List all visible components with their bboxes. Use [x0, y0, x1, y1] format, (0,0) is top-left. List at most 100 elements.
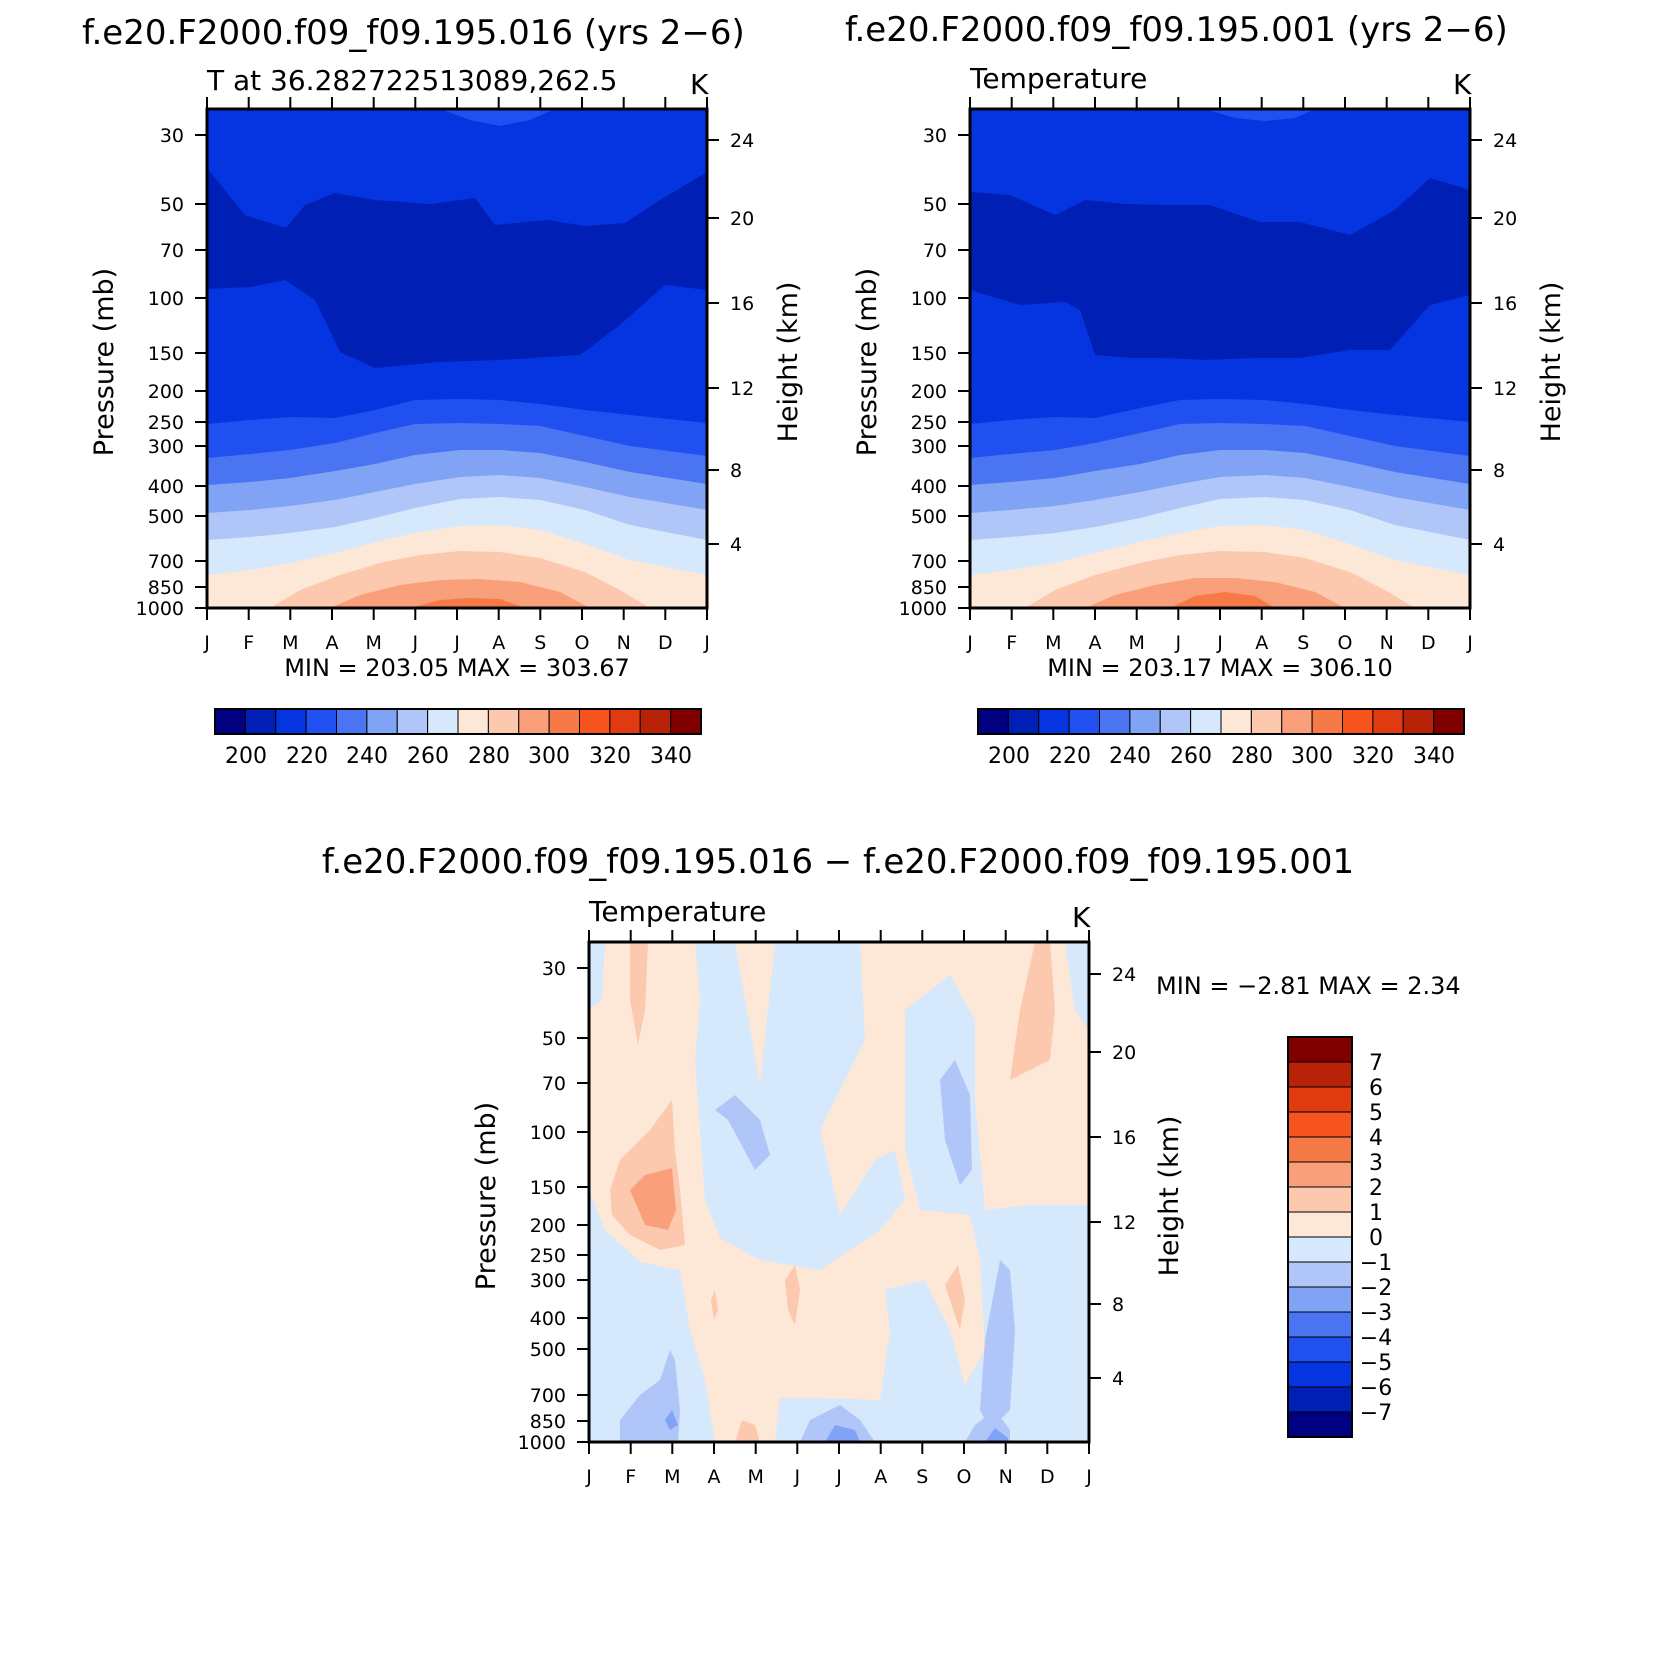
panel-2-xtick-label: D: [1421, 632, 1436, 654]
panel-3-colorbar-label: 5: [1369, 1101, 1383, 1126]
colorbar-cell: [427, 708, 459, 735]
colorbar-cell: [1007, 708, 1040, 735]
panel-3-xtick-label: A: [874, 1466, 887, 1488]
panel-1-ytick-label: 150: [148, 343, 184, 365]
panel-3-colorbar-label: 6: [1369, 1076, 1383, 1101]
colorbar-cell: [1287, 1136, 1353, 1163]
colorbar-cell: [1287, 1161, 1353, 1188]
panel-3-xtick-label: S: [916, 1466, 928, 1488]
panel-2-y2tick-label: 16: [1493, 293, 1517, 315]
panel-1-band-190: [440, 109, 555, 126]
colorbar-cell: [1190, 708, 1222, 735]
panel-3-xtick-label: N: [999, 1466, 1013, 1488]
colorbar-cell: [1068, 708, 1100, 735]
panel-3-neg2-region-jul: [800, 1405, 875, 1442]
colorbar-cell: [1099, 708, 1131, 735]
colorbar-cell: [1311, 708, 1343, 735]
panel-1-ytick-label: 1000: [136, 598, 184, 620]
panel-3-plot-area: [589, 942, 1089, 1442]
colorbar-cell: [487, 708, 520, 735]
panel-1-y2tick-label: 24: [730, 130, 754, 152]
panel-1-colorbar-frame: [214, 708, 702, 735]
panel-2-plot-area: [970, 109, 1470, 608]
panel-3-neg-region-upper-mid: [695, 942, 905, 1270]
colorbar-cell: [366, 708, 398, 735]
panel-1-xtick-label: J: [703, 632, 710, 654]
panel-1-ytick-label: 100: [148, 288, 184, 310]
colorbar-cell: [1287, 1311, 1353, 1338]
panel-2-ytick-label: 30: [923, 125, 947, 147]
panel-2-ytick-label: 850: [911, 577, 947, 599]
panel-3-colorbar-label: 3: [1369, 1151, 1383, 1176]
panel-2-colorbar-label: 240: [1109, 744, 1151, 769]
panel-3-neg-region-left: [589, 1190, 715, 1442]
colorbar-cell: [1287, 1261, 1353, 1288]
panel-2-xtick-label: J: [1466, 632, 1473, 654]
panel-2-ytick-label: 700: [911, 551, 947, 573]
panel-1-colorbar-label: 220: [286, 744, 328, 769]
panel-1-x-ticks: [206, 97, 708, 620]
panel-1-ytick-label: 50: [160, 194, 184, 216]
colorbar-cell: [1287, 1211, 1353, 1238]
panel-3-y2tick-label: 4: [1112, 1368, 1124, 1390]
colorbar-cell: [579, 708, 611, 735]
panel-2-colorbar-label: 260: [1170, 744, 1212, 769]
panel-3-x-tick-labels: J F M A M J J A S O N D J: [585, 1466, 1092, 1488]
panel-2-y2-axis-label: Height (km): [1536, 282, 1567, 443]
panel-2-colorbar-frame: [977, 708, 1465, 735]
panel-2-colorbar-label: 220: [1049, 744, 1091, 769]
panel-3-title: f.e20.F2000.f09_f09.195.016 − f.e20.F200…: [322, 842, 1354, 882]
panel-3-ytick-label: 400: [530, 1308, 566, 1330]
panel-2-units: K: [1453, 68, 1472, 101]
panel-1-ytick-label: 30: [160, 125, 184, 147]
panel-3-ytick-label: 150: [530, 1177, 566, 1199]
panel-3-colorbar-label: 1: [1369, 1201, 1383, 1226]
panel-3-colorbar-label: 4: [1369, 1126, 1383, 1151]
panel-2-band-190: [1205, 109, 1315, 121]
panel-2-colorbar-label: 300: [1291, 744, 1333, 769]
panel-1-xtick-label: M: [365, 632, 381, 654]
colorbar-cell: [1220, 708, 1252, 735]
panel-2-xtick-label: A: [1255, 632, 1268, 654]
panel-2-colorbar-label: 320: [1352, 744, 1394, 769]
panel-2-ytick-label: 300: [911, 436, 947, 458]
panel-2-colorbar-label: 340: [1413, 744, 1455, 769]
panel-1-y-axis-label: Pressure (mb): [89, 268, 120, 456]
panel-2-colorbar-cells: [977, 708, 1465, 735]
panel-3-y-ticks: [577, 967, 1101, 1443]
panel-3-xtick-label: D: [1040, 1466, 1055, 1488]
panel-1-y2-axis-label: Height (km): [773, 282, 804, 443]
panel-2-xtick-label: J: [1174, 632, 1181, 654]
panel-3-colorbar-label: −4: [1360, 1326, 1392, 1351]
panel-1-ytick-label: 700: [148, 551, 184, 573]
panel-3-ytick-label: 30: [542, 958, 566, 980]
panel-3: f.e20.F2000.f09_f09.195.016 − f.e20.F200…: [322, 842, 1461, 1488]
colorbar-cell: [336, 708, 368, 735]
panel-3-colorbar-label: 0: [1369, 1226, 1383, 1251]
panel-3-xtick-label: J: [1085, 1466, 1092, 1488]
panel-3-y2tick-label: 24: [1112, 964, 1136, 986]
panel-1-xtick-label: F: [243, 632, 254, 654]
panel-2-xtick-label: O: [1338, 632, 1353, 654]
colorbar-cell: [1038, 708, 1070, 735]
panel-2-xtick-label: M: [1045, 632, 1061, 654]
panel-2-xtick-label: A: [1089, 632, 1102, 654]
panel-1-xtick-label: J: [411, 632, 418, 654]
panel-1-xtick-label: S: [534, 632, 546, 654]
colorbar-cell: [244, 708, 277, 735]
panel-3-y2tick-label: 12: [1112, 1212, 1136, 1234]
colorbar-cell: [639, 708, 672, 735]
colorbar-cell: [305, 708, 337, 735]
panel-2-y2tick-label: 24: [1493, 130, 1517, 152]
colorbar-cell: [1287, 1086, 1353, 1113]
panel-2-y2tick-label: 12: [1493, 378, 1517, 400]
panel-3-pos2-region-jun: [785, 1265, 800, 1325]
panel-2-colorbar-label: 280: [1231, 744, 1273, 769]
panel-3-neg2-region-oct: [940, 1060, 972, 1185]
panel-2-ytick-label: 500: [911, 506, 947, 528]
panel-1-x-tick-labels: J F M A M J J A S O N D J: [203, 632, 710, 654]
colorbar-cell: [670, 708, 702, 735]
colorbar-cell: [1250, 708, 1283, 735]
panel-3-neg-region-right-top: [1065, 942, 1089, 1030]
